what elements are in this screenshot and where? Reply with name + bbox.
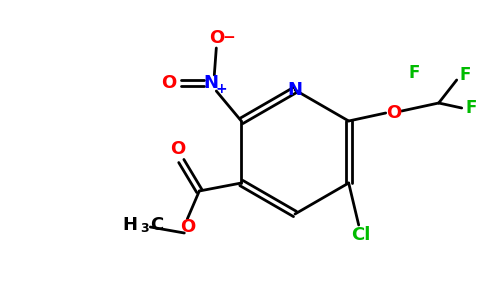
Text: O: O: [209, 29, 224, 47]
Text: −: −: [222, 31, 235, 46]
Text: F: F: [408, 64, 419, 82]
Text: N: N: [204, 74, 219, 92]
Text: F: F: [465, 99, 476, 117]
Text: F: F: [459, 66, 470, 84]
Text: O: O: [180, 218, 195, 236]
Text: C: C: [151, 216, 164, 234]
Text: O: O: [386, 104, 401, 122]
Text: O: O: [170, 140, 185, 158]
Text: 3: 3: [140, 223, 149, 236]
Text: O: O: [161, 74, 176, 92]
Text: +: +: [215, 82, 227, 96]
Text: Cl: Cl: [351, 226, 370, 244]
Text: H: H: [122, 216, 137, 234]
Text: N: N: [287, 81, 302, 99]
